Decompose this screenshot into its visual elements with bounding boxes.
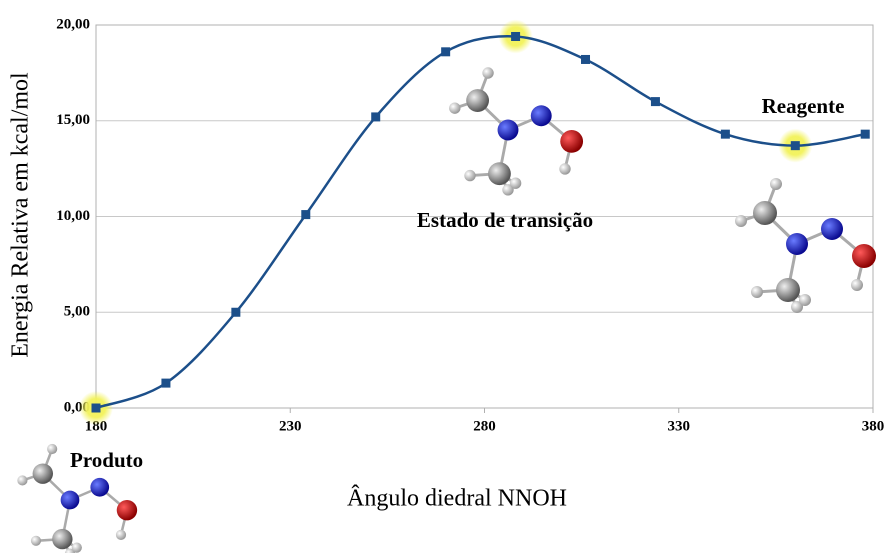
annotation: Reagente xyxy=(762,94,845,118)
atom xyxy=(531,105,552,126)
atom xyxy=(33,463,53,483)
x-tick-label: 280 xyxy=(473,418,496,434)
y-tick-label: 20,00 xyxy=(56,16,90,32)
atom xyxy=(852,244,876,268)
marker xyxy=(441,47,450,56)
atom xyxy=(90,478,109,497)
atom xyxy=(560,130,583,153)
annotation: Produto xyxy=(70,448,143,472)
marker xyxy=(861,130,870,139)
atom xyxy=(510,178,521,189)
atom xyxy=(799,294,811,306)
atom xyxy=(31,536,41,546)
marker xyxy=(511,32,520,41)
atom xyxy=(488,162,511,185)
x-tick-label: 230 xyxy=(279,418,302,434)
marker xyxy=(301,210,310,219)
atom xyxy=(482,67,493,78)
atom xyxy=(117,500,137,520)
y-axis-label: Energia Relativa em kcal/mol xyxy=(8,72,34,358)
atom xyxy=(851,279,863,291)
atom xyxy=(17,475,27,485)
marker xyxy=(371,112,380,121)
marker xyxy=(161,379,170,388)
marker xyxy=(721,130,730,139)
x-tick-label: 330 xyxy=(668,418,691,434)
molecule xyxy=(449,67,583,195)
atom xyxy=(61,491,80,510)
marker xyxy=(231,308,240,317)
marker xyxy=(92,404,101,413)
atom xyxy=(464,170,475,181)
atom xyxy=(559,163,570,174)
annotation: Estado de transição xyxy=(417,208,593,232)
atom xyxy=(449,102,460,113)
atom xyxy=(52,529,72,549)
atom xyxy=(466,89,489,112)
atom xyxy=(776,278,800,302)
atom xyxy=(753,201,777,225)
atom xyxy=(47,444,57,454)
atom xyxy=(116,530,126,540)
marker xyxy=(581,55,590,64)
atom xyxy=(735,215,747,227)
atom xyxy=(786,233,808,255)
y-tick-label: 5,00 xyxy=(64,304,90,320)
atom xyxy=(770,178,782,190)
marker xyxy=(651,97,660,106)
x-tick-label: 380 xyxy=(862,418,885,434)
marker xyxy=(791,141,800,150)
molecule xyxy=(735,178,876,313)
atom xyxy=(751,286,763,298)
x-axis-label: Ângulo diedral NNOH xyxy=(347,486,567,512)
y-tick-label: 10,00 xyxy=(56,208,90,224)
y-tick-label: 15,00 xyxy=(56,112,90,128)
atom xyxy=(72,543,82,553)
atom xyxy=(498,120,519,141)
chart: Ângulo diedral NNOH Energia Relativa em … xyxy=(0,0,887,553)
atom xyxy=(821,218,843,240)
